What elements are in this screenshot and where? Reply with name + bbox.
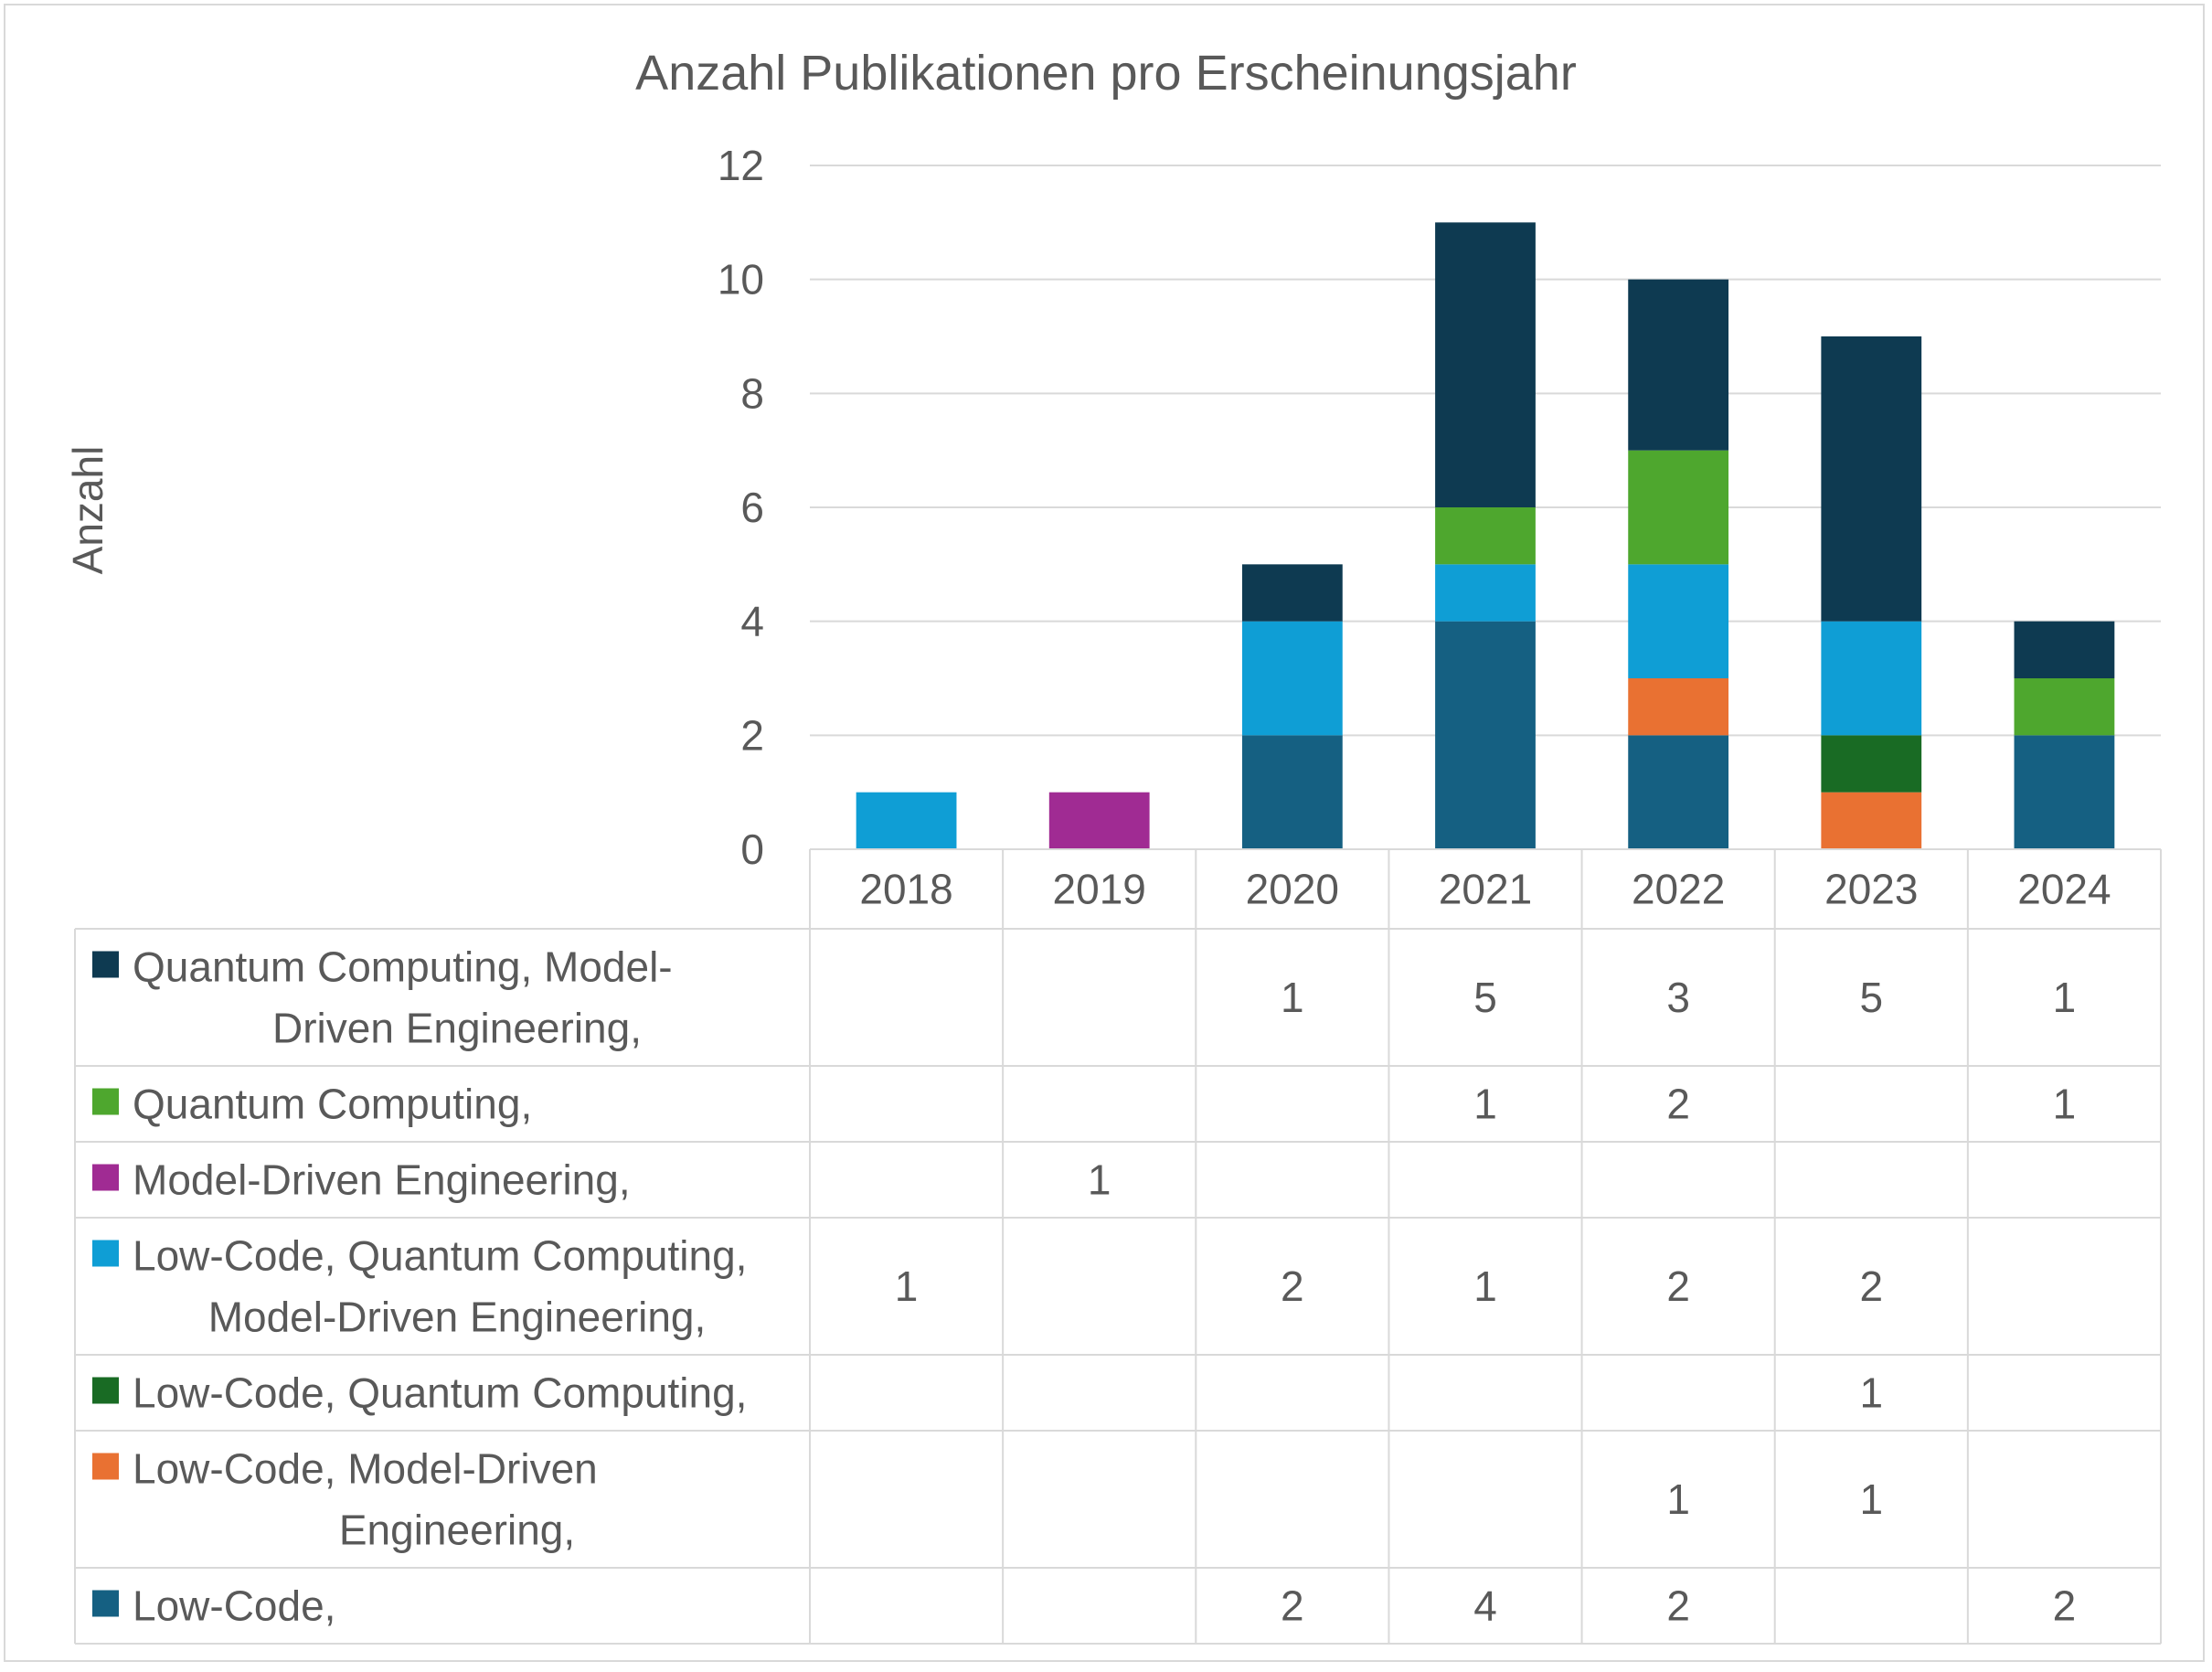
bar-segment [2014, 678, 2115, 736]
x-tick-label: 2023 [1824, 866, 1918, 913]
bar-segment [1628, 450, 1729, 565]
bar-segment [2014, 735, 2115, 849]
data-table: 2018 2019 2020 2021 2022 2023 2024 Quantum Comp… [74, 848, 2162, 1645]
bars [856, 222, 2115, 849]
legend-label: Low-Code, Quantum Computing, [133, 1369, 747, 1417]
bar-segment [1241, 564, 1343, 622]
y-axis-ticks: 0 2 4 6 8 10 12 [718, 142, 764, 873]
bar-segment [1435, 621, 1536, 849]
bar-segment [1435, 507, 1536, 565]
table-value: 2 [1281, 1262, 1304, 1310]
y-tick-label: 0 [740, 825, 764, 873]
y-tick-label: 12 [718, 142, 764, 189]
table-value: 1 [1859, 1369, 1883, 1417]
bar-segment [1435, 564, 1536, 622]
legend-key [92, 1377, 119, 1404]
x-tick-label: 2024 [2017, 866, 2111, 913]
bar-segment [1241, 621, 1343, 736]
table-value: 1 [2053, 974, 2077, 1021]
x-tick-label: 2018 [859, 866, 952, 913]
table-value: 2 [1666, 1262, 1690, 1310]
legend-label: Model-Driven Engineering, [133, 1156, 631, 1204]
table-value: 5 [1859, 974, 1883, 1021]
y-tick-label: 2 [740, 711, 764, 759]
chart-title: Anzahl Publikationen pro Erscheinungsjah… [635, 46, 1577, 101]
bar-segment [1821, 621, 1922, 736]
table-value: 5 [1473, 974, 1497, 1021]
bar-segment [1821, 792, 1922, 849]
bar-segment [1821, 336, 1922, 622]
table-value: 3 [1666, 974, 1690, 1021]
x-tick-label: 2021 [1439, 866, 1532, 913]
y-tick-label: 6 [740, 484, 764, 531]
legend-key [92, 1164, 119, 1191]
bar-segment [1048, 792, 1150, 849]
table-value: 2 [1666, 1081, 1690, 1128]
legend-label: Driven Engineering, [272, 1005, 642, 1052]
bar-segment [1628, 678, 1729, 736]
bar-segment [1628, 564, 1729, 678]
legend-key [92, 951, 119, 978]
legend-label: Low-Code, Quantum Computing, [133, 1232, 747, 1280]
legend-label: Quantum Computing, [133, 1081, 532, 1128]
legend-label: Low-Code, [133, 1582, 335, 1630]
table-value: 2 [1666, 1582, 1690, 1630]
y-tick-label: 10 [718, 256, 764, 304]
legend-label: Low-Code, Model-Driven [133, 1445, 598, 1493]
x-tick-label: 2022 [1632, 866, 1725, 913]
table-value: 2 [2053, 1582, 2077, 1630]
y-tick-label: 4 [740, 598, 764, 645]
bar-segment [1435, 222, 1536, 508]
y-axis-label: Anzahl [64, 446, 112, 575]
table-value: 1 [1859, 1475, 1883, 1523]
table-value: 1 [1473, 1081, 1497, 1128]
legend-key [92, 1590, 119, 1617]
legend-label: Engineering, [339, 1507, 575, 1554]
table-value: 4 [1473, 1582, 1497, 1630]
table-value: 1 [1088, 1156, 1111, 1204]
table-value: 2 [1281, 1582, 1304, 1630]
y-tick-label: 8 [740, 369, 764, 417]
legend-key [92, 1240, 119, 1267]
legend-key [92, 1453, 119, 1480]
legend-label: Model-Driven Engineering, [208, 1294, 707, 1341]
table-value: 1 [1281, 974, 1304, 1021]
legend-key [92, 1088, 119, 1115]
table-value: 1 [1473, 1262, 1497, 1310]
x-tick-label: 2019 [1053, 866, 1146, 913]
bar-segment [1628, 279, 1729, 451]
table-value: 2 [1859, 1262, 1883, 1310]
table-value: 1 [1666, 1475, 1690, 1523]
legend-label: Quantum Computing, Model- [133, 943, 673, 991]
table-value: 1 [895, 1262, 919, 1310]
x-tick-label: 2020 [1246, 866, 1339, 913]
chart-frame [4, 4, 2205, 1662]
bar-segment [1241, 735, 1343, 849]
table-value: 1 [2053, 1081, 2077, 1128]
bar-segment [856, 792, 957, 849]
bar-segment [1628, 735, 1729, 849]
bar-segment [2014, 621, 2115, 678]
bar-segment [1821, 735, 1922, 793]
